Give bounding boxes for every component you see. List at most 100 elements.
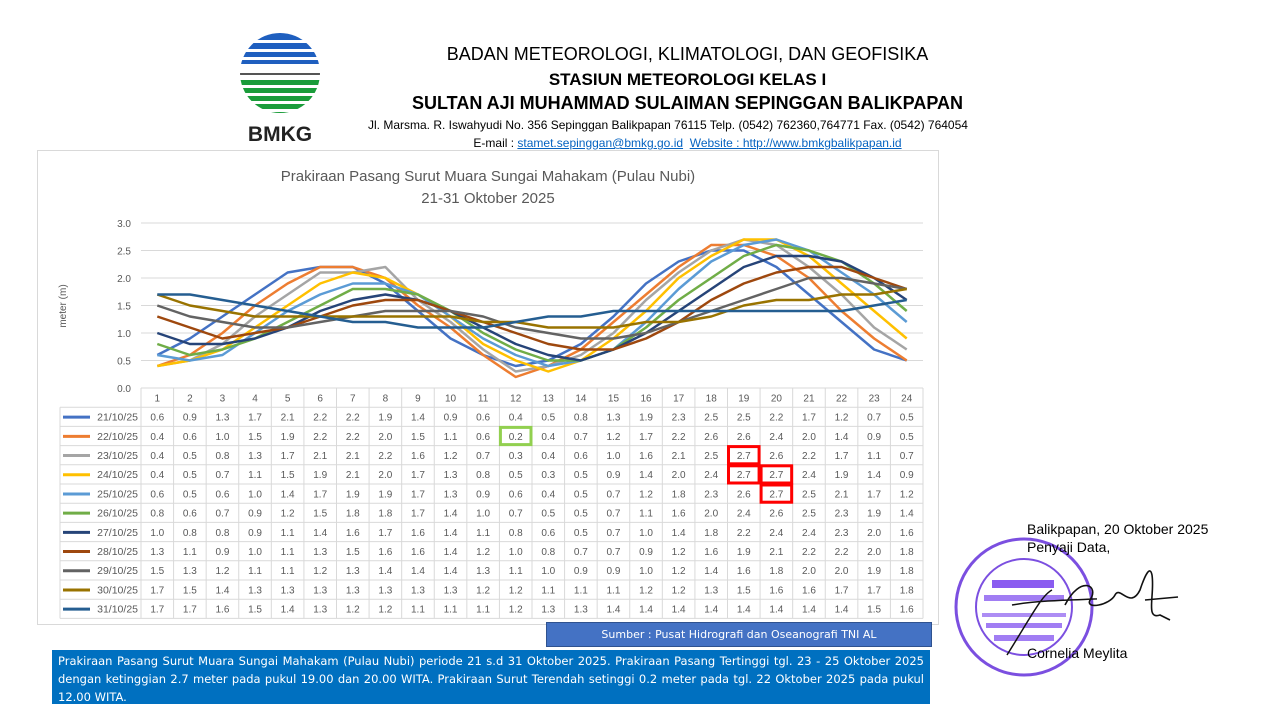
- hour-label: 13: [543, 393, 555, 404]
- table-cell: 1.4: [769, 605, 783, 616]
- table-cell: 1.5: [737, 585, 751, 596]
- tide-chart: Prakiraan Pasang Surut Muara Sungai Maha…: [37, 150, 939, 625]
- highlight-box-highest: [727, 464, 761, 485]
- table-cell: 1.4: [444, 566, 458, 577]
- table-cell: 0.5: [574, 509, 588, 520]
- website-link[interactable]: Website : http://www.bmkgbalikpapan.id: [689, 136, 902, 150]
- table-cell: 1.1: [281, 528, 295, 539]
- table-cell: 2.1: [313, 451, 327, 462]
- table-cell: 2.0: [802, 566, 816, 577]
- table-cell: 1.5: [346, 547, 360, 558]
- table-cell: 2.2: [378, 451, 392, 462]
- table-cell: 0.6: [150, 413, 164, 424]
- series-line-30-10-25: [156, 287, 907, 329]
- table-cell: 1.8: [769, 566, 783, 577]
- email-link[interactable]: stamet.sepinggan@bmkg.go.id: [517, 136, 684, 150]
- table-cell: 1.6: [411, 528, 425, 539]
- table-cell: 1.0: [607, 451, 621, 462]
- table-cell: 1.3: [150, 547, 164, 558]
- table-cell: 1.5: [411, 432, 425, 443]
- table-cell: 1.3: [411, 585, 425, 596]
- email-label: E-mail :: [473, 136, 518, 150]
- table-cell: 1.7: [802, 413, 816, 424]
- table-cell: 0.3: [509, 451, 523, 462]
- table-cell: 1.1: [183, 547, 197, 558]
- legend-date-label: 31/10/25: [97, 604, 138, 616]
- table-cell: 0.5: [541, 413, 555, 424]
- table-cell: 1.0: [541, 566, 555, 577]
- hour-label: 9: [415, 393, 421, 404]
- table-cell: 0.9: [248, 528, 262, 539]
- table-cell: 0.9: [444, 413, 458, 424]
- table-cell: 1.5: [248, 432, 262, 443]
- table-cell: 2.5: [802, 489, 816, 500]
- table-cell: 1.2: [639, 585, 653, 596]
- table-cell: 0.9: [900, 470, 914, 481]
- hour-label: 14: [575, 393, 587, 404]
- table-cell: 1.7: [183, 605, 197, 616]
- hour-label: 10: [445, 393, 457, 404]
- signature-place-date: Balikpapan, 20 Oktober 2025: [1027, 521, 1209, 537]
- table-cell: 1.4: [835, 432, 849, 443]
- y-tick-label: 0.5: [117, 357, 131, 368]
- table-cell: 1.7: [281, 451, 295, 462]
- table-cell: 0.5: [574, 489, 588, 500]
- table-cell: 1.3: [346, 566, 360, 577]
- table-cell: 1.4: [737, 605, 751, 616]
- table-cell: 1.2: [313, 566, 327, 577]
- table-cell: 1.9: [378, 413, 392, 424]
- table-cell: 0.9: [607, 566, 621, 577]
- table-cell: 0.4: [150, 451, 164, 462]
- hour-label: 20: [771, 393, 783, 404]
- hour-label: 3: [220, 393, 226, 404]
- table-cell: 1.6: [378, 547, 392, 558]
- table-cell: 2.2: [769, 413, 783, 424]
- legend-date-label: 30/10/25: [97, 584, 138, 596]
- hour-label: 15: [608, 393, 620, 404]
- table-cell: 0.7: [574, 432, 588, 443]
- hour-label: 12: [510, 393, 522, 404]
- table-cell: 1.4: [444, 547, 458, 558]
- table-cell: 1.8: [900, 566, 914, 577]
- legend-date-label: 27/10/25: [97, 527, 138, 539]
- table-cell: 1.4: [411, 566, 425, 577]
- hour-label: 4: [252, 393, 258, 404]
- table-cell: 1.1: [444, 432, 458, 443]
- table-cell: 1.2: [607, 432, 621, 443]
- table-cell: 1.6: [769, 585, 783, 596]
- table-cell: 1.3: [216, 413, 230, 424]
- table-cell: 2.7: [737, 470, 751, 481]
- table-cell: 0.6: [541, 528, 555, 539]
- table-cell: 0.9: [574, 566, 588, 577]
- table-cell: 2.0: [378, 432, 392, 443]
- table-cell: 0.7: [900, 451, 914, 462]
- table-cell: 2.7: [769, 470, 783, 481]
- table-cell: 0.7: [216, 470, 230, 481]
- hour-label: 5: [285, 393, 291, 404]
- table-cell: 0.4: [541, 451, 555, 462]
- table-cell: 1.3: [281, 585, 295, 596]
- table-cell: 0.7: [216, 509, 230, 520]
- table-cell: 1.7: [867, 585, 881, 596]
- table-cell: 0.9: [607, 470, 621, 481]
- highlight-box-lowest: [498, 425, 533, 447]
- table-cell: 2.0: [378, 470, 392, 481]
- table-cell: 1.4: [281, 605, 295, 616]
- table-cell: 1.2: [835, 413, 849, 424]
- table-cell: 2.6: [737, 489, 751, 500]
- table-cell: 0.5: [900, 432, 914, 443]
- table-cell: 2.0: [867, 528, 881, 539]
- table-cell: 1.1: [541, 585, 555, 596]
- table-cell: 1.2: [672, 547, 686, 558]
- table-cell: 2.2: [313, 432, 327, 443]
- table-cell: 1.2: [444, 451, 458, 462]
- table-cell: 2.4: [769, 432, 783, 443]
- table-cell: 0.7: [607, 547, 621, 558]
- table-cell: 1.6: [802, 585, 816, 596]
- table-cell: 1.7: [835, 585, 849, 596]
- table-cell: 0.8: [509, 528, 523, 539]
- table-cell: 1.0: [150, 528, 164, 539]
- table-cell: 1.1: [639, 509, 653, 520]
- table-cell: 2.3: [672, 413, 686, 424]
- forecast-summary: Prakiraan Pasang Surut Muara Sungai Maha…: [52, 650, 930, 704]
